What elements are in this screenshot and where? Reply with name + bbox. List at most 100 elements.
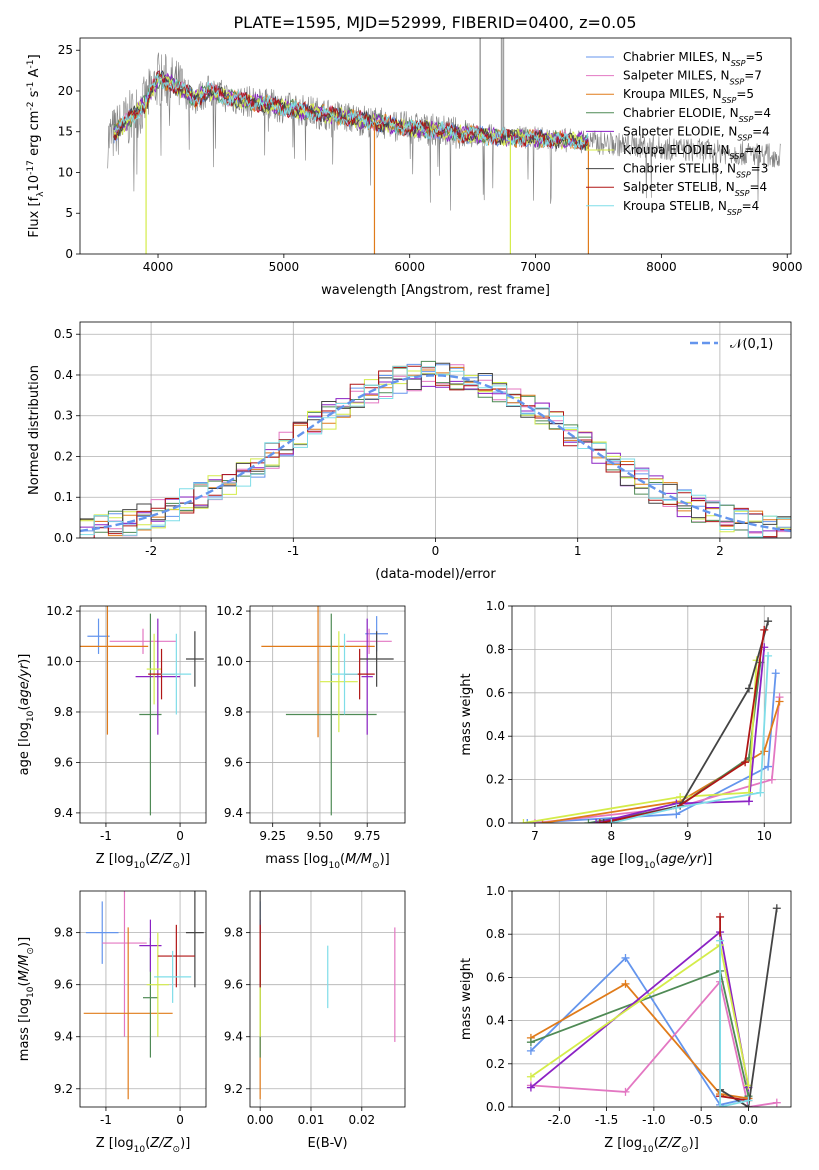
massweight_vs_Z-marker-chabrier-elodie — [526, 1038, 535, 1047]
spectrum-ytick-label: 0 — [65, 247, 73, 261]
age_vs_mass-ytick-label: 9.6 — [224, 755, 243, 769]
massweight_vs_Z-line-salpeter-elodie — [530, 930, 750, 1089]
massweight_vs_Z-marker-kroupa-elodie — [526, 1072, 535, 1081]
spectrum-ytick-label: 10 — [58, 165, 73, 179]
massweight_vs_Z-ytick-label: 0.6 — [486, 970, 505, 984]
mass_vs_Z-frame — [79, 890, 207, 1108]
errorbar-point-chabrier-miles — [87, 618, 110, 654]
massweight_vs_Z-xtick-label: -0.5 — [689, 1113, 712, 1127]
spectrum-frame — [79, 37, 792, 255]
errorbar-point-chabrier-stelib — [359, 631, 394, 687]
errorbar-point-salpeter-elodie — [361, 618, 373, 735]
massweight_vs_Z-marker-kroupa-stelib — [716, 936, 725, 945]
massweight_vs_age-marker-salpeter-stelib — [760, 625, 769, 634]
massweight_vs_Z-line-chabrier-miles — [530, 956, 749, 1106]
age_vs_mass-xtick-label: 9.50 — [307, 829, 334, 843]
residuals-ytick-label: 0.5 — [54, 327, 73, 341]
errorbar-point-salpeter-elodie — [135, 618, 181, 735]
massweight_vs_age-axes: 7 8 9 10 0.0 0.2 0.4 0.6 0.8 1.0 — [486, 599, 791, 843]
errorbar-point-chabrier-elodie — [285, 613, 377, 816]
massweight_vs_age-line-kroupa-stelib — [611, 655, 769, 823]
legend-entry: Chabrier STELIB, NSSP=3 — [623, 162, 768, 180]
errorbar-point-kroupa-miles — [261, 606, 375, 738]
errorbar-point-salpeter-miles — [346, 628, 392, 654]
massweight_vs_Z-xlabel: Z [log10(Z/Z⊙)] — [604, 1136, 699, 1155]
mass_vs_Z-axes: -1 0 9.2 9.4 9.6 9.8 — [54, 891, 206, 1127]
massweight_vs_age-marker-kroupa-stelib — [764, 651, 773, 660]
massweight_vs_Z-xtick-label: -1.0 — [642, 1113, 665, 1127]
age_vs_mass-ytick-label: 9.8 — [224, 705, 243, 719]
massweight_vs_age-marker-chabrier-stelib — [764, 617, 773, 626]
massweight_vs_Z-marker-salpeter-elodie — [526, 1083, 535, 1092]
massweight_vs_age-marker-kroupa-stelib — [756, 788, 765, 797]
mass_vs_ebv-ytick-label: 9.6 — [224, 978, 243, 992]
errorbar-point-salpeter-stelib — [157, 924, 195, 988]
massweight_vs_age-line-salpeter-stelib — [599, 629, 766, 823]
mass_vs_Z-xlabel: Z [log10(Z/Z⊙)] — [96, 1136, 191, 1155]
spectrum-xtick-label: 5000 — [269, 260, 300, 274]
massweight_vs_age-ytick-label: 0.8 — [486, 642, 505, 656]
age_vs_Z-xtick-label: -1 — [100, 829, 112, 843]
massweight_vs_age-ylabel: mass weight — [459, 673, 474, 755]
errorbar-point-chabrier-stelib — [185, 631, 204, 687]
massweight_vs_Z-marker-chabrier-miles — [621, 953, 630, 962]
massweight_vs_age-marker-kroupa-stelib — [607, 819, 616, 823]
spectrum-model-line-salpeter-stelib — [113, 70, 589, 151]
massweight_vs_age-xtick-label: 7 — [531, 829, 539, 843]
residuals-ytick-label: 0.1 — [54, 490, 73, 504]
errorbar-point-kroupa-miles — [80, 606, 149, 735]
mass_vs_Z-ytick-label: 9.8 — [54, 926, 73, 940]
massweight_vs_Z-xtick-label: -1.5 — [595, 1113, 618, 1127]
errorbar-point-kroupa-elodie — [146, 932, 169, 1037]
mass_vs_Z-xtick-label: 0 — [176, 1113, 184, 1127]
residuals-ytick-label: 0.4 — [54, 368, 73, 382]
legend-entry: Salpeter ELODIE, NSSP=4 — [623, 124, 770, 142]
massweight_vs_age-marker-chabrier-elodie — [584, 819, 593, 823]
spectrum-xtick-label: 7000 — [520, 260, 551, 274]
massweight_vs_age-marker-kroupa-elodie — [519, 819, 528, 823]
massweight_vs_age-xtick-label: 10 — [757, 829, 772, 843]
residuals-plot-area — [80, 360, 791, 538]
massweight_vs_age-marker-salpeter-elodie — [592, 819, 601, 823]
age_vs_Z-ylabel: age [log10(age/yr)] — [17, 654, 36, 776]
mass_vs_Z-ytick-label: 9.2 — [54, 1082, 73, 1096]
age_vs_Z-frame — [79, 605, 207, 824]
spectrum-xtick-label: 8000 — [646, 260, 677, 274]
residual-histogram-kroupa-stelib — [80, 365, 791, 538]
age_vs_Z-ytick-label: 10.0 — [46, 655, 73, 669]
mass_vs_Z-plot-area — [83, 891, 204, 1100]
massweight_vs_age-marker-salpeter-miles — [767, 775, 776, 784]
massweight_vs_age-marker-kroupa-miles — [760, 747, 769, 756]
residuals-ytick-label: 0.3 — [54, 409, 73, 423]
mass_vs_Z-ylabel: mass [log10(M/M⊙)] — [17, 937, 36, 1061]
age_vs_mass-ytick-label: 10.2 — [216, 604, 243, 618]
massweight_vs_Z-marker-salpeter-miles — [772, 1098, 781, 1107]
age_vs_mass-xlabel: mass [log10(M/M⊙)] — [265, 852, 389, 871]
massweight_vs_age-marker-chabrier-stelib — [599, 819, 608, 823]
mass_vs_ebv-xtick-label: 0.00 — [247, 1113, 274, 1127]
massweight_vs_Z-marker-salpeter-miles — [621, 1087, 630, 1096]
massweight_vs_Z-ytick-label: 0.2 — [486, 1057, 505, 1071]
massweight_vs_Z-marker-chabrier-miles — [526, 1046, 535, 1055]
massweight_vs_Z-marker-kroupa-stelib — [716, 1103, 725, 1107]
age_vs_mass-xtick-label: 9.25 — [259, 829, 286, 843]
age_vs_Z-ytick-label: 9.8 — [54, 705, 73, 719]
mass_vs_Z-ytick-label: 9.4 — [54, 1030, 73, 1044]
residuals-xtick-label: -1 — [287, 544, 299, 558]
age_vs_mass-ytick-label: 10.0 — [216, 655, 243, 669]
errorbar-point-kroupa-stelib — [331, 633, 358, 715]
errorbar-point-salpeter-miles — [109, 628, 177, 654]
massweight_vs_age-line-chabrier-elodie — [588, 662, 762, 823]
massweight_vs_age-marker-chabrier-miles — [523, 819, 532, 823]
massweight_vs_Z-line-kroupa-stelib — [719, 940, 749, 1107]
residuals-frame — [79, 321, 792, 539]
legend-entry: Chabrier ELODIE, NSSP=4 — [623, 106, 771, 124]
massweight_vs_age-marker-chabrier-miles — [771, 669, 780, 678]
massweight_vs_age-xlabel: age [log10(age/yr)] — [591, 852, 713, 871]
age_vs_Z-xtick-label: 0 — [176, 829, 184, 843]
massweight_vs_Z-ytick-label: 0.8 — [486, 927, 505, 941]
massweight_vs_age-ytick-label: 1.0 — [486, 599, 505, 613]
massweight_vs_age-line-kroupa-elodie — [523, 660, 758, 823]
age_vs_mass-plot-area — [261, 606, 394, 816]
mass_vs_Z-xtick-label: -1 — [100, 1113, 112, 1127]
